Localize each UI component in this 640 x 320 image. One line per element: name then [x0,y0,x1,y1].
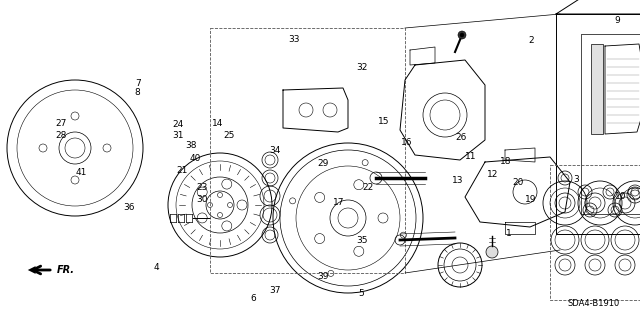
Text: 21: 21 [177,166,188,175]
Text: 6: 6 [250,294,255,303]
Text: 36: 36 [124,203,135,212]
Text: 30: 30 [196,195,208,204]
Text: 33: 33 [289,35,300,44]
Text: 17: 17 [333,198,345,207]
Text: 20: 20 [513,178,524,187]
Text: 24: 24 [172,120,184,129]
Text: 4: 4 [154,263,159,272]
Text: 32: 32 [356,63,367,72]
Text: 22: 22 [362,183,374,192]
Circle shape [458,31,466,39]
Circle shape [486,246,498,258]
Bar [556,14,640,234]
Text: FR.: FR. [57,265,75,275]
Bar [210,28,405,273]
Text: 18: 18 [500,157,511,166]
Text: 1: 1 [506,229,511,238]
Text: 8: 8 [135,88,140,97]
Text: 5: 5 [359,289,364,298]
Text: 12: 12 [487,170,499,179]
Text: 37: 37 [269,286,281,295]
Text: 15: 15 [378,117,390,126]
Text: 9: 9 [615,16,620,25]
Text: 25: 25 [223,131,235,140]
Text: 27: 27 [55,119,67,128]
Bar [581,34,640,214]
Text: 39: 39 [317,272,329,281]
Text: 26: 26 [455,133,467,142]
Text: 29: 29 [317,159,329,168]
Text: 11: 11 [465,152,476,161]
Bar [591,44,603,134]
Text: 7: 7 [135,79,140,88]
Text: 40: 40 [189,154,201,163]
Bar [550,165,640,300]
Text: 28: 28 [55,131,67,140]
Text: 35: 35 [356,236,367,244]
Text: 41: 41 [76,168,87,177]
Text: 14: 14 [212,119,223,128]
Text: 34: 34 [269,146,281,155]
Text: 13: 13 [452,176,463,185]
Text: 38: 38 [185,141,196,150]
Text: SDA4-B1910: SDA4-B1910 [568,299,620,308]
Text: 23: 23 [196,183,208,192]
Text: 2: 2 [529,36,534,44]
Text: 3: 3 [573,175,579,184]
Text: 19: 19 [525,195,537,204]
Text: 10: 10 [615,192,627,201]
Text: 16: 16 [401,138,412,147]
Circle shape [460,33,464,37]
Text: 31: 31 [172,131,184,140]
